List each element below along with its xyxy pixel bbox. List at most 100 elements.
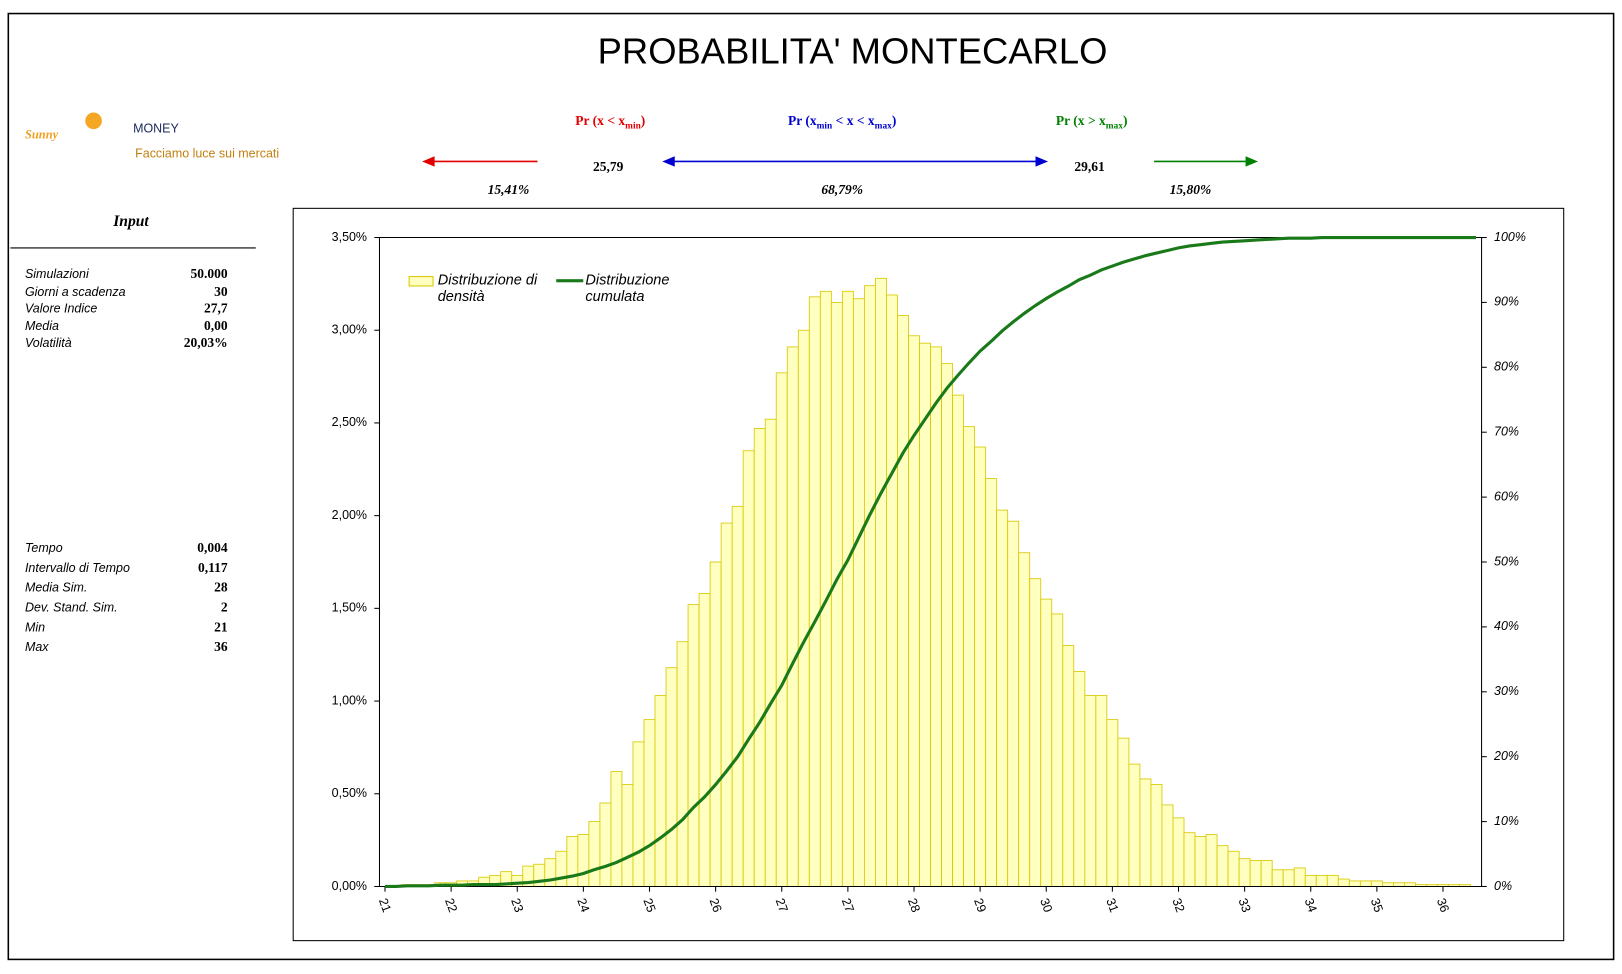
input-value: 28 (214, 579, 228, 595)
y2-tick-label: 10% (1494, 814, 1519, 828)
bar (1337, 878, 1350, 887)
bar (1392, 882, 1405, 887)
label-part: Pr (x (787, 112, 817, 129)
input-value: 27,7 (204, 300, 228, 316)
line (385, 235, 1477, 889)
label-part: < x < x (832, 112, 875, 129)
subscript: min (816, 120, 833, 131)
arrow-head (422, 156, 435, 167)
bar (1370, 880, 1383, 887)
input-value: 20,03% (183, 334, 228, 351)
y-tick-label: 2,00% (332, 508, 367, 522)
bar (1293, 867, 1306, 887)
y-tick-label: 3,00% (332, 323, 367, 337)
prob-value: 68,79% (821, 181, 863, 197)
title: PROBABILITA' MONTECARLO (597, 31, 1108, 72)
input-value: 0,00 (204, 317, 228, 333)
input-label: Simulazioni (24, 266, 89, 282)
input-label: Tempo (24, 540, 63, 556)
bar (1227, 850, 1240, 887)
bar (996, 509, 1009, 887)
bar (1359, 880, 1372, 887)
bar (830, 301, 843, 887)
bar (863, 285, 876, 887)
input-label: Min (24, 619, 46, 635)
legend-label: Distribuzione di densità (437, 270, 538, 305)
prob-label: Pr (xmin < x < xmax) (707, 113, 977, 131)
subscript: max (874, 120, 892, 131)
bar (886, 294, 898, 887)
bar (1040, 598, 1053, 887)
bar (1128, 763, 1141, 887)
bar (941, 363, 953, 887)
y-tick-label: 1,50% (332, 601, 367, 615)
label-part: Pr (x > x (1055, 112, 1106, 129)
y2-tick-label: 90% (1494, 295, 1519, 309)
bar (643, 719, 656, 887)
logo-sun (85, 112, 102, 130)
arrow-head (1035, 156, 1049, 167)
bar (731, 505, 744, 887)
bar (1018, 552, 1031, 887)
bar (588, 821, 601, 887)
x-tick-label: 34 (1302, 896, 1320, 914)
y-tick-label: 1,00% (332, 693, 367, 707)
bar (1084, 695, 1097, 887)
bar (875, 277, 887, 887)
bar (720, 522, 733, 887)
bar (654, 695, 667, 887)
bar (1381, 882, 1394, 887)
bar (577, 834, 590, 887)
bar (1404, 882, 1416, 887)
bar (1051, 613, 1064, 887)
x-tick-label: 27 (839, 896, 857, 914)
bar (1150, 784, 1163, 887)
bar (1172, 817, 1185, 887)
bar (1249, 860, 1262, 887)
logo-brand: MONEY (133, 121, 179, 135)
bar (676, 641, 689, 887)
input-label: Max (24, 639, 49, 655)
logo-tagline: Facciamo luce sui mercati (135, 146, 279, 160)
input-label: Dev. Stand. Sim. (24, 600, 118, 615)
x-tick-label: 26 (707, 896, 725, 914)
bar (952, 394, 965, 887)
x-tick-label: 27 (773, 896, 791, 914)
y2-tick-label: 20% (1493, 749, 1519, 763)
input-label: Giorni a scadenza (24, 283, 126, 299)
bar (687, 604, 700, 887)
label-part: ) (640, 112, 646, 129)
x-tick-label: 28 (905, 896, 923, 914)
bar (963, 426, 976, 887)
x-tick-label: 35 (1368, 896, 1386, 914)
x-tick-label: 23 (508, 896, 526, 914)
input-value: 21 (214, 618, 228, 635)
input-value: 0,004 (197, 539, 228, 556)
legend-label: Distribuzione cumulata (585, 270, 670, 305)
subscript: min (625, 120, 641, 131)
bar (1260, 860, 1273, 887)
label-part: ) (1122, 112, 1128, 129)
bar (764, 418, 777, 887)
bar (930, 346, 942, 887)
bar (698, 593, 711, 887)
input-value: 50.000 (190, 265, 228, 282)
input-value: 2 (220, 598, 228, 615)
x-tick-label: 22 (442, 896, 460, 914)
bar (555, 850, 568, 887)
label-part: ) (891, 112, 897, 129)
bar (1073, 670, 1086, 887)
bar (1139, 778, 1152, 887)
y-tick-label: 0,00% (332, 879, 367, 893)
bar (841, 290, 854, 887)
bar (1161, 804, 1174, 887)
page-border (7, 12, 1615, 961)
bar (1205, 834, 1218, 887)
y2-tick-label: 80% (1494, 360, 1519, 374)
input-value: 0,117 (198, 559, 228, 576)
y2-tick-label: 70% (1494, 424, 1519, 438)
bar (566, 836, 579, 887)
logo-brand: Sunny (25, 127, 59, 141)
bar (908, 335, 920, 887)
